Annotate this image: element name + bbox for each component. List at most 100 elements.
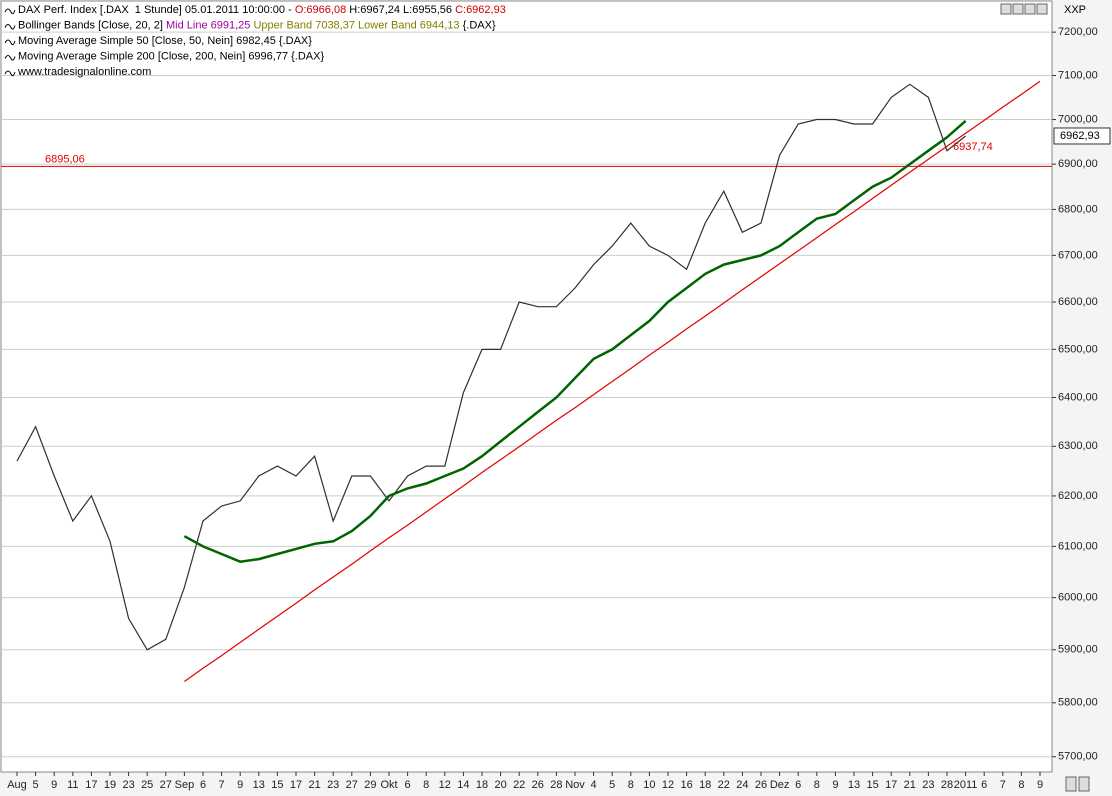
- y-tick-label: 6100,00: [1058, 540, 1098, 552]
- y-tick-label: 6900,00: [1058, 158, 1098, 170]
- scroll-button[interactable]: [1078, 776, 1090, 792]
- x-tick-label: 14: [457, 779, 469, 791]
- legend-icon: [4, 39, 16, 46]
- legend-text: O:6966,08: [295, 4, 346, 16]
- y-tick-label: 7100,00: [1058, 69, 1098, 81]
- y-tick-label: 6000,00: [1058, 592, 1098, 604]
- series-line: [183, 119, 967, 563]
- x-tick-label: 7: [1000, 779, 1006, 791]
- x-tick-label: 16: [680, 779, 692, 791]
- x-tick-label: 21: [904, 779, 916, 791]
- x-tick-label: 29: [364, 779, 376, 791]
- x-tick-label: 23: [327, 779, 339, 791]
- x-tick-label: 9: [832, 779, 838, 791]
- x-tick-label: 27: [346, 779, 358, 791]
- x-tick-label: 4: [591, 779, 597, 791]
- y-tick-label: 6300,00: [1058, 440, 1098, 452]
- x-tick-label: 6: [795, 779, 801, 791]
- y-tick-label: 6800,00: [1058, 203, 1098, 215]
- x-tick-label: Okt: [380, 779, 397, 791]
- legend-icon: [4, 8, 16, 15]
- x-tick-label: 23: [122, 779, 134, 791]
- y-tick-label: 5700,00: [1058, 751, 1098, 763]
- plot-area: [0, 0, 1053, 773]
- x-tick-label: 6: [981, 779, 987, 791]
- x-tick-label: 8: [423, 779, 429, 791]
- legend-entry: Moving Average Simple 50 [Close, 50, Nei…: [18, 35, 312, 47]
- y-tick-label: 5800,00: [1058, 697, 1098, 709]
- y-tick-label: 6600,00: [1058, 296, 1098, 308]
- x-tick-label: 28: [941, 779, 953, 791]
- x-tick-label: Aug: [7, 779, 27, 791]
- y-tick-label: 7000,00: [1058, 113, 1098, 125]
- x-tick-label: Nov: [565, 779, 585, 791]
- x-tick-label: 9: [1037, 779, 1043, 791]
- x-tick-label: 13: [253, 779, 265, 791]
- scroll-button[interactable]: [1065, 776, 1077, 792]
- x-tick-label: 20: [494, 779, 506, 791]
- legend-text: Moving Average Simple 50 [Close, 50, Nei…: [18, 35, 312, 47]
- x-tick-label: 7: [219, 779, 225, 791]
- x-tick-label: 12: [662, 779, 674, 791]
- legend-text: Bollinger Bands [Close, 20, 2]: [18, 19, 166, 31]
- y-tick-label: 6200,00: [1058, 490, 1098, 502]
- legend-entry: www.tradesignalonline.com: [17, 66, 151, 78]
- x-tick-label: 11: [67, 779, 78, 791]
- x-tick-label: 12: [439, 779, 451, 791]
- x-tick-label: 24: [736, 779, 748, 791]
- last-price-box: [1053, 127, 1111, 145]
- x-tick-label: 21: [308, 779, 320, 791]
- legend-text: {.DAX}: [460, 19, 496, 31]
- x-tick-label: 9: [51, 779, 57, 791]
- x-tick-label: 18: [476, 779, 488, 791]
- legend-icon: [4, 55, 16, 61]
- x-tick-label: 8: [814, 779, 820, 791]
- x-tick-label: 8: [628, 779, 634, 791]
- button[interactable]: [1036, 3, 1048, 15]
- x-tick-label: 26: [532, 779, 544, 791]
- legend-entry: Bollinger Bands [Close, 20, 2] Mid Line …: [18, 19, 496, 31]
- toolbar[interactable]: [1000, 3, 1090, 792]
- series-line: [16, 83, 966, 651]
- x-tick-label: 23: [922, 779, 934, 791]
- x-tick-label: 15: [866, 779, 878, 791]
- x-tick-label: 5: [33, 779, 39, 791]
- symbol: XXP: [1064, 4, 1086, 16]
- x-tick-label: 22: [718, 779, 730, 791]
- legend-entry: DAX Perf. Index [.DAX 1 Stunde] 05.01.20…: [18, 4, 506, 16]
- legend-text: C:6962,93: [455, 4, 506, 16]
- legend-text: www.tradesignalonline.com: [17, 66, 151, 78]
- x-tick-label: 5: [609, 779, 615, 791]
- x-tick-label: 19: [104, 779, 116, 791]
- y-tick-label: 6400,00: [1058, 391, 1098, 403]
- x-tick-label: Sep: [175, 779, 195, 791]
- x-tick-label: 18: [699, 779, 711, 791]
- x-tick-label: 6: [405, 779, 411, 791]
- legend-text: H:6967,24 L:6955,56: [346, 4, 455, 16]
- last-price-label: 6962,93: [1060, 130, 1100, 142]
- x-tick-label: 26: [755, 779, 767, 791]
- legend-text: DAX Perf. Index [.DAX 1 Stunde] 05.01.20…: [18, 4, 295, 16]
- button[interactable]: [1024, 3, 1036, 15]
- y-tick-label: 5900,00: [1058, 644, 1098, 656]
- x-tick-label: Dez: [770, 779, 790, 791]
- legend-entry: Moving Average Simple 200 [Close, 200, N…: [18, 50, 324, 62]
- button[interactable]: [1000, 3, 1012, 15]
- y-tick-label: 6500,00: [1058, 343, 1098, 355]
- hline-label: 6895,06: [45, 153, 85, 165]
- legend-icon: [4, 24, 16, 30]
- x-tick-label: 27: [160, 779, 172, 791]
- y-tick-label: 6700,00: [1058, 249, 1098, 261]
- legend-text: Upper Band 7038,37 Lower Band 6944,13: [250, 19, 459, 31]
- trend-label: 6937,74: [953, 141, 993, 153]
- button[interactable]: [1012, 3, 1024, 15]
- x-tick-label: 17: [885, 779, 897, 791]
- x-tick-label: 17: [85, 779, 97, 791]
- x-tick-label: 15: [271, 779, 283, 791]
- y-tick-label: 7200,00: [1058, 26, 1098, 38]
- series-line: [184, 80, 1041, 682]
- x-tick-label: 8: [1018, 779, 1024, 791]
- x-tick-label: 17: [290, 779, 302, 791]
- legend-text: Moving Average Simple 200 [Close, 200, N…: [18, 50, 324, 62]
